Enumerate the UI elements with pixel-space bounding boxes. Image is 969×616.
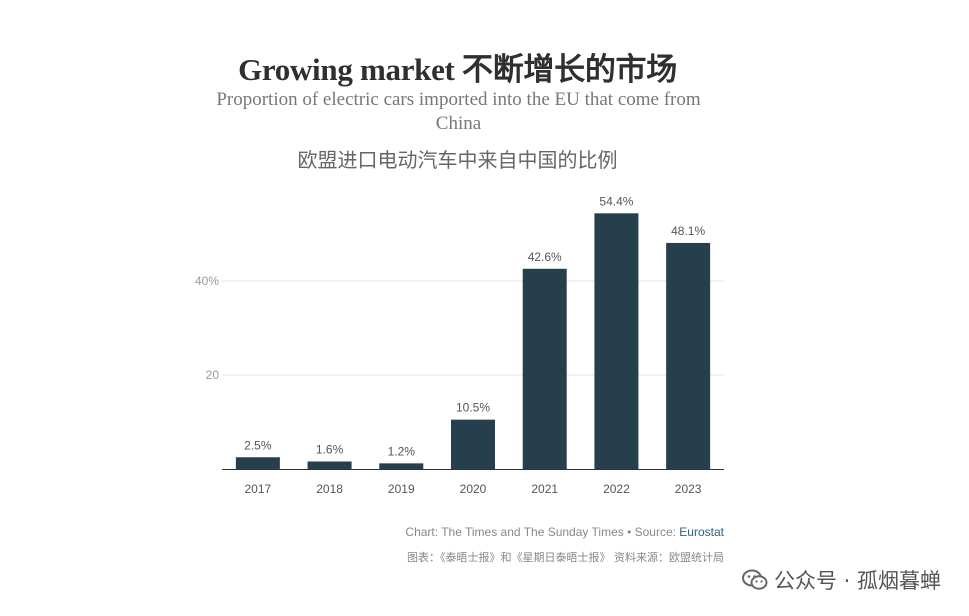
bar[interactable]	[522, 268, 567, 469]
chart-credit-cn: 图表：《泰晤士报》和《星期日泰晤士报》 资料来源：欧盟统计局	[407, 551, 724, 564]
y-tick-label: 20	[206, 368, 220, 382]
chart-subtitle-cn: 欧盟进口电动汽车中来自中国的比例	[297, 148, 618, 172]
chart-title: Growing market 不断增长的市场	[0, 44, 915, 89]
bar[interactable]	[307, 461, 352, 469]
bar[interactable]	[666, 242, 711, 469]
watermark-text: 公众号 · 孤烟暮蝉	[773, 569, 941, 593]
chart-title-en: Growing market	[238, 52, 455, 87]
source-link[interactable]: Eurostat	[679, 525, 724, 539]
data-label: 10.5%	[456, 401, 490, 415]
chart-credit: Chart: The Times and The Sunday Times • …	[405, 525, 724, 539]
credit-prefix: Chart: The Times and The Sunday Times • …	[405, 525, 680, 539]
bar[interactable]	[594, 213, 639, 469]
x-tick-label: 2018	[316, 482, 343, 496]
data-label: 42.6%	[528, 250, 562, 264]
bar[interactable]	[235, 457, 280, 469]
x-tick-label: 2022	[603, 482, 630, 496]
bar[interactable]	[451, 419, 495, 469]
x-tick-label: 2017	[245, 482, 272, 496]
data-label: 1.2%	[388, 444, 416, 458]
x-tick-label: 2020	[460, 482, 487, 496]
watermark: 公众号 · 孤烟暮蝉	[741, 565, 941, 595]
x-tick-label: 2019	[388, 482, 415, 496]
data-label: 2.5%	[244, 438, 272, 452]
data-label: 54.4%	[599, 194, 633, 208]
data-label: 1.6%	[316, 442, 344, 456]
x-tick-label: 2023	[675, 482, 702, 496]
data-label: 48.1%	[671, 224, 705, 238]
bar[interactable]	[379, 463, 424, 469]
chart-title-cn: 不断增长的市场	[462, 52, 677, 88]
x-tick-label: 2021	[531, 482, 558, 496]
chart-subtitle-en: Proportion of electric cars imported int…	[216, 89, 701, 134]
wechat-icon	[741, 569, 768, 590]
y-tick-label: 40%	[195, 274, 219, 288]
